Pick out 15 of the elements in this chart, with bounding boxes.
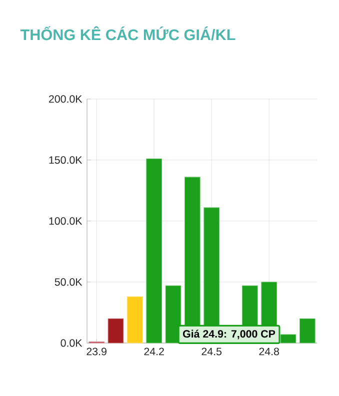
y-tick-label: 0.0K [60,339,82,347]
y-tick-label: 200.0K [49,95,82,103]
bar [299,318,316,344]
x-tick-label: 24.8 [259,348,279,356]
bar [108,318,124,344]
chart-title: THỐNG KÊ CÁC MỨC GIÁ/KL [20,26,236,40]
y-tick-label: 50.0K [54,278,82,286]
bar [146,158,162,344]
y-tick-label: 100.0K [49,217,82,225]
x-tick-label: 23.9 [86,348,106,356]
bar [126,296,143,344]
annotation: Giá 24.9: 7,000 CP [182,330,276,340]
y-tick-label: 150.0K [49,156,82,164]
x-tick-label: 24.2 [144,348,164,356]
x-tick-label: 24.5 [202,348,222,356]
